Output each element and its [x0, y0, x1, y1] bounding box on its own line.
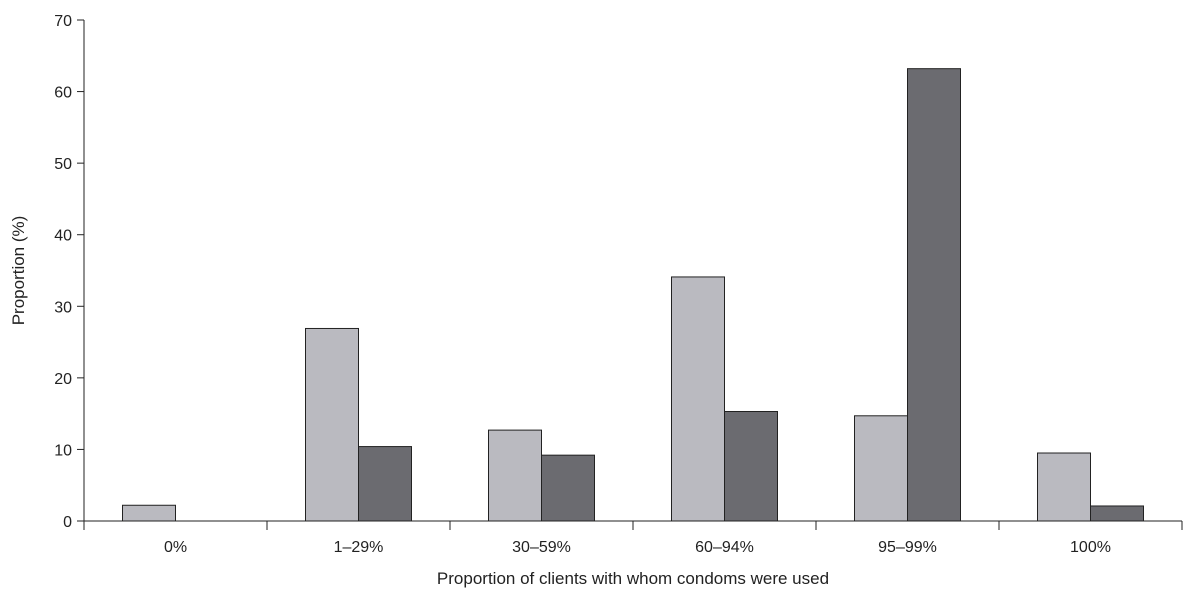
y-tick-label: 60 [54, 85, 72, 102]
bar-series-2 [724, 410, 778, 522]
bar-series-2 [541, 454, 595, 522]
bar-series-1 [854, 415, 908, 522]
bar-series-2 [1090, 505, 1144, 522]
y-axis-title: Proportion (%) [9, 216, 28, 326]
x-tick-label: 1–29% [334, 539, 384, 556]
x-tick-label: 0% [164, 539, 187, 556]
y-tick-label: 30 [54, 299, 72, 316]
y-tick-label: 50 [54, 156, 72, 173]
y-tick-label: 10 [54, 442, 72, 459]
y-tick-label: 70 [54, 13, 72, 30]
y-tick-label: 0 [63, 514, 72, 531]
y-ticks-group: 0 10 20 30 40 50 60 70 [54, 13, 84, 531]
x-ticks-group: 0% 1–29% 30–59% 60–94% 95–99% 100% [83, 521, 1183, 556]
bar-series-1 [488, 429, 542, 522]
bar-series-1 [305, 327, 359, 522]
bar-series-2 [907, 68, 961, 522]
x-tick-label: 100% [1070, 539, 1111, 556]
axes-group [83, 20, 1182, 522]
bar-series-1 [122, 504, 176, 522]
bars-group [122, 68, 1144, 522]
y-tick-label: 40 [54, 228, 72, 245]
bar-series-1 [1037, 452, 1091, 522]
x-tick-label: 30–59% [512, 539, 571, 556]
x-tick-label: 60–94% [695, 539, 754, 556]
bar-series-2 [358, 446, 412, 522]
y-tick-label: 20 [54, 371, 72, 388]
x-axis-title: Proportion of clients with whom condoms … [437, 569, 829, 588]
x-tick-label: 95–99% [878, 539, 937, 556]
bar-series-1 [671, 276, 725, 522]
